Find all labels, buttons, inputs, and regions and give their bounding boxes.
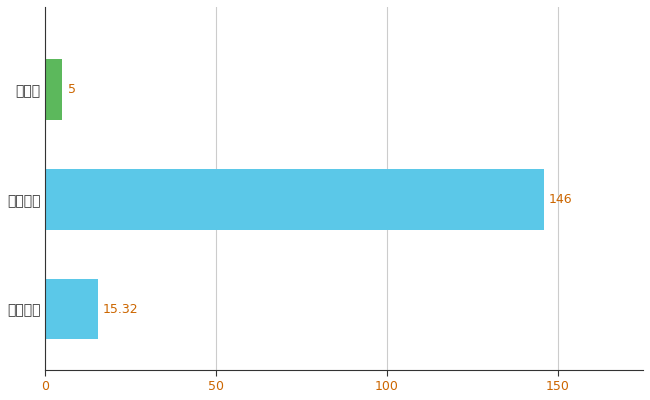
- Text: 5: 5: [68, 83, 75, 96]
- Bar: [46, 169, 544, 230]
- Text: 15.32: 15.32: [103, 303, 138, 316]
- Bar: [46, 59, 62, 120]
- Bar: [46, 279, 98, 340]
- Text: 146: 146: [549, 193, 573, 206]
